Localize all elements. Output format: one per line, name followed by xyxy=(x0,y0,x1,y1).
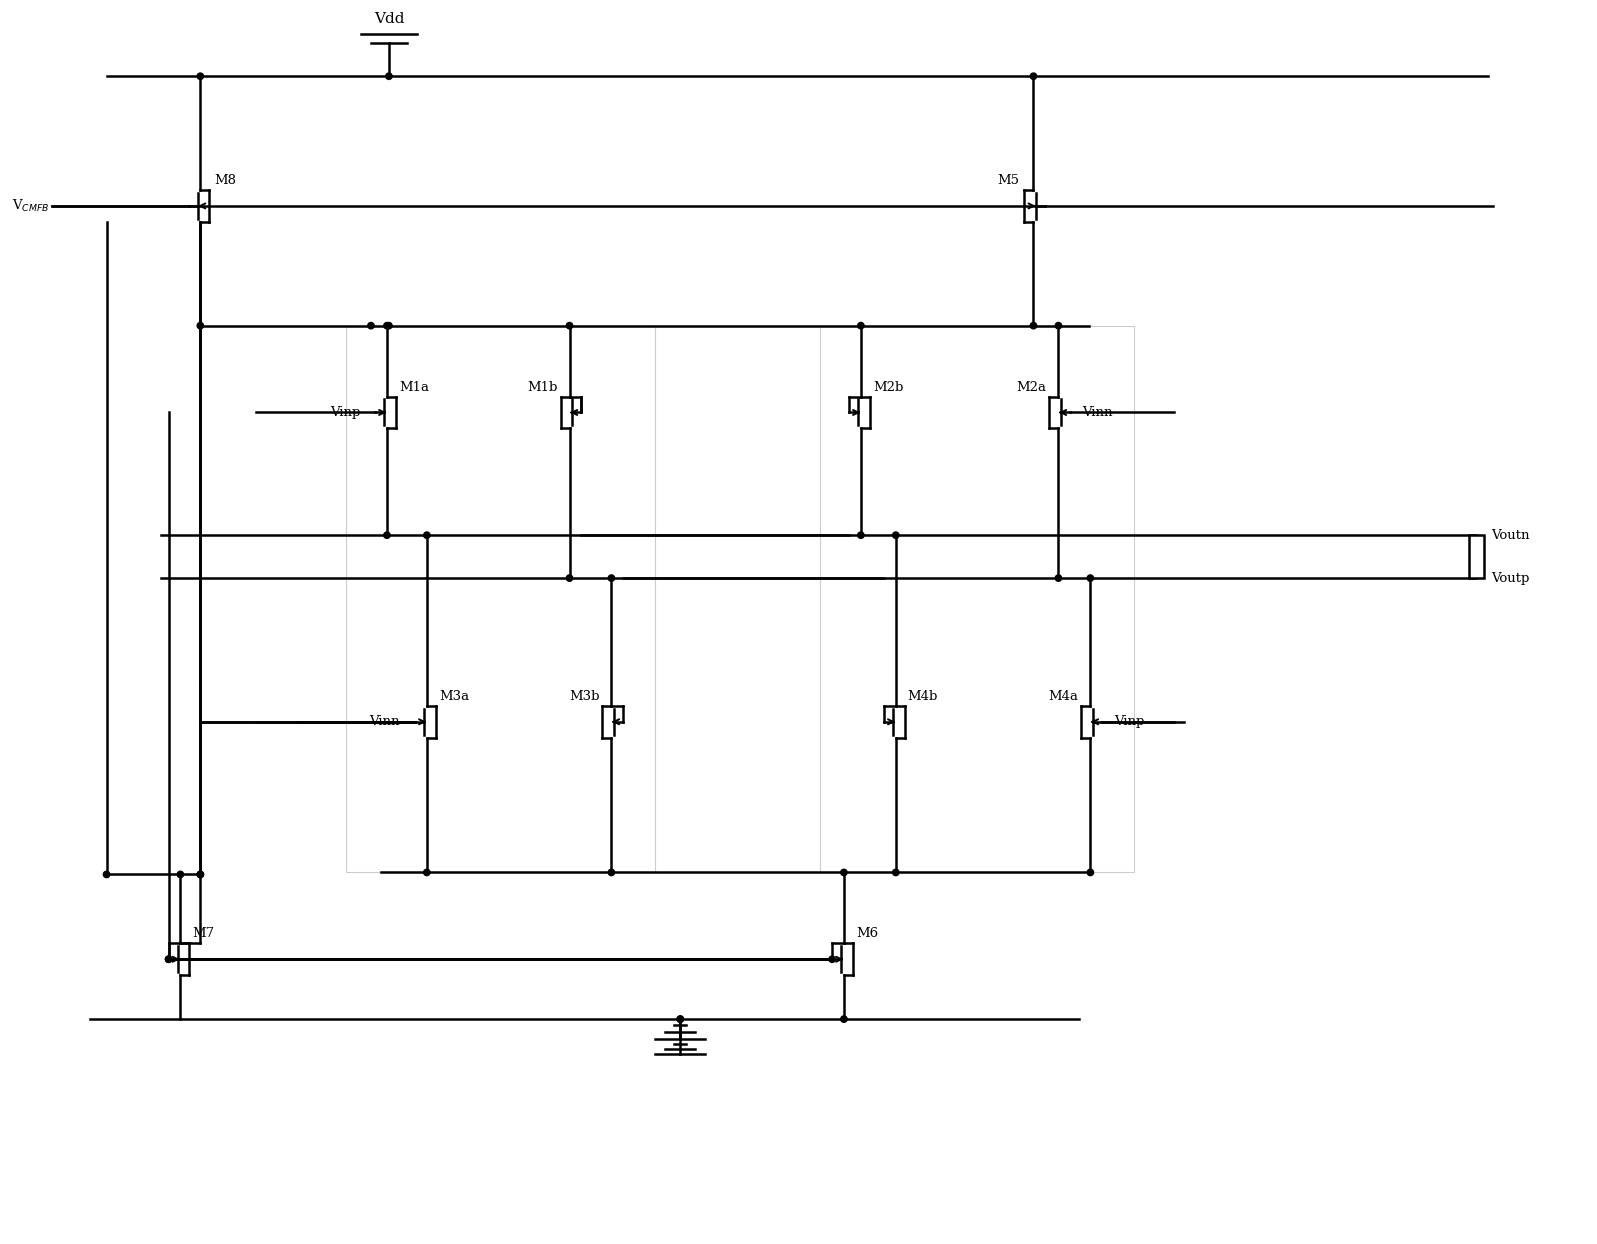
Circle shape xyxy=(608,870,615,876)
Circle shape xyxy=(1030,322,1036,328)
Bar xyxy=(1469,535,1484,578)
Text: M7: M7 xyxy=(192,927,214,940)
Circle shape xyxy=(677,1016,684,1023)
Circle shape xyxy=(383,532,390,539)
Circle shape xyxy=(840,870,846,876)
Circle shape xyxy=(1088,870,1094,876)
Circle shape xyxy=(893,532,899,539)
Circle shape xyxy=(677,1016,684,1023)
Circle shape xyxy=(383,322,390,328)
Circle shape xyxy=(1088,575,1094,581)
Circle shape xyxy=(367,322,374,328)
Circle shape xyxy=(858,532,864,539)
Circle shape xyxy=(104,871,110,877)
Text: Vinn: Vinn xyxy=(369,715,401,728)
Circle shape xyxy=(1056,322,1062,328)
Circle shape xyxy=(608,575,615,581)
Circle shape xyxy=(829,957,835,963)
Text: V$_{CMFB}$: V$_{CMFB}$ xyxy=(11,198,50,214)
Text: M2a: M2a xyxy=(1016,381,1046,393)
Text: M4b: M4b xyxy=(907,690,937,703)
Text: M3a: M3a xyxy=(439,690,470,703)
Circle shape xyxy=(423,532,430,539)
Text: Voutp: Voutp xyxy=(1492,571,1530,585)
Circle shape xyxy=(423,870,430,876)
Text: Vinn: Vinn xyxy=(1083,406,1113,419)
Circle shape xyxy=(1030,73,1036,80)
Circle shape xyxy=(386,322,393,328)
Text: M6: M6 xyxy=(856,927,878,940)
Circle shape xyxy=(196,73,203,80)
Circle shape xyxy=(567,575,573,581)
Circle shape xyxy=(1056,575,1062,581)
Text: Voutn: Voutn xyxy=(1492,529,1530,541)
Text: Vdd: Vdd xyxy=(374,12,404,26)
Text: M5: M5 xyxy=(998,174,1019,187)
Text: M4a: M4a xyxy=(1048,690,1078,703)
Circle shape xyxy=(858,322,864,328)
Circle shape xyxy=(177,871,184,877)
Circle shape xyxy=(166,957,172,963)
Text: M3b: M3b xyxy=(569,690,599,703)
Text: M2b: M2b xyxy=(874,381,904,393)
Text: Vinp: Vinp xyxy=(331,406,361,419)
Text: M8: M8 xyxy=(214,174,236,187)
Text: M1b: M1b xyxy=(527,381,557,393)
Circle shape xyxy=(840,1016,846,1023)
Circle shape xyxy=(567,322,573,328)
Text: Vinp: Vinp xyxy=(1115,715,1145,728)
Circle shape xyxy=(893,870,899,876)
Circle shape xyxy=(196,871,203,877)
Text: M1a: M1a xyxy=(399,381,430,393)
Circle shape xyxy=(196,322,203,328)
Circle shape xyxy=(166,957,172,963)
Circle shape xyxy=(386,73,393,80)
Circle shape xyxy=(196,871,203,877)
